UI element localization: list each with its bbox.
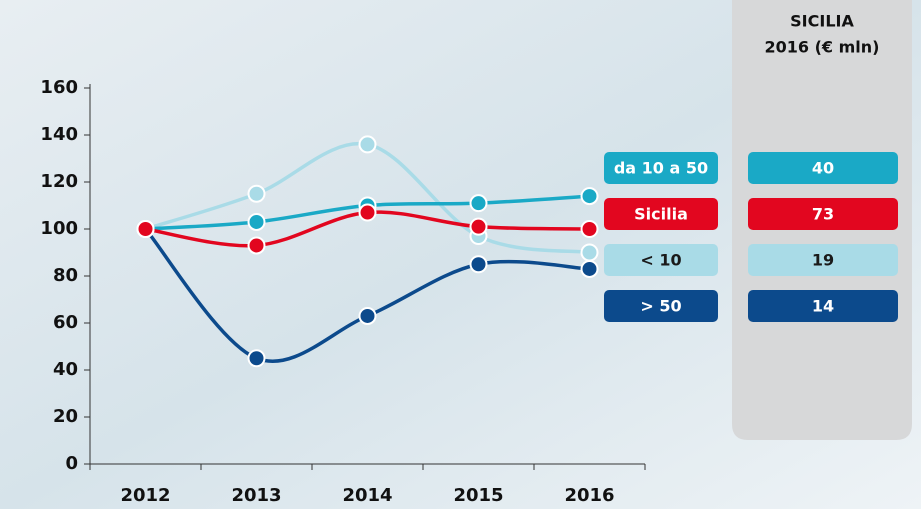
y-tick-label: 0 (65, 453, 78, 474)
legend-box (604, 152, 718, 184)
y-tick-label: 60 (53, 312, 78, 333)
legend-label: < 10 (640, 251, 681, 270)
legend-box (604, 290, 718, 322)
point (358, 203, 377, 222)
y-tick-label: 20 (53, 406, 78, 427)
value-box (748, 152, 898, 184)
y-tick-label: 80 (53, 265, 78, 286)
y-tick-label: 40 (53, 359, 78, 380)
point (580, 243, 599, 262)
point (247, 184, 266, 203)
legend-box (604, 198, 718, 230)
x-tick-label: 2015 (453, 485, 503, 506)
point (469, 217, 488, 236)
legend-label: da 10 a 50 (614, 159, 708, 178)
value-label: 73 (812, 205, 834, 224)
x-tick-label: 2012 (120, 485, 170, 506)
value-label: 19 (812, 251, 834, 270)
point (469, 194, 488, 213)
x-tick-label: 2016 (564, 485, 614, 506)
value-box (748, 244, 898, 276)
point (469, 255, 488, 274)
value-label: 40 (812, 159, 834, 178)
y-tick-label: 160 (40, 77, 78, 98)
legend-label: > 50 (640, 297, 681, 316)
point (136, 220, 155, 238)
legend-box (604, 244, 718, 276)
value-box (748, 198, 898, 230)
point (358, 306, 377, 325)
y-tick-label: 120 (40, 171, 78, 192)
point (580, 259, 599, 278)
y-tick-label: 100 (40, 218, 78, 239)
panel-title: 2016 (€ mln) (765, 38, 880, 57)
x-tick-label: 2013 (231, 485, 281, 506)
legend-label: Sicilia (634, 205, 688, 224)
point (247, 212, 266, 231)
x-tick-label: 2014 (342, 485, 392, 506)
point (247, 349, 266, 368)
value-label: 14 (812, 297, 834, 316)
point (247, 236, 266, 255)
panel-title: SICILIA (790, 12, 854, 31)
point (580, 187, 599, 206)
value-box (748, 290, 898, 322)
point (358, 135, 377, 154)
point (580, 220, 599, 238)
y-tick-label: 140 (40, 124, 78, 145)
